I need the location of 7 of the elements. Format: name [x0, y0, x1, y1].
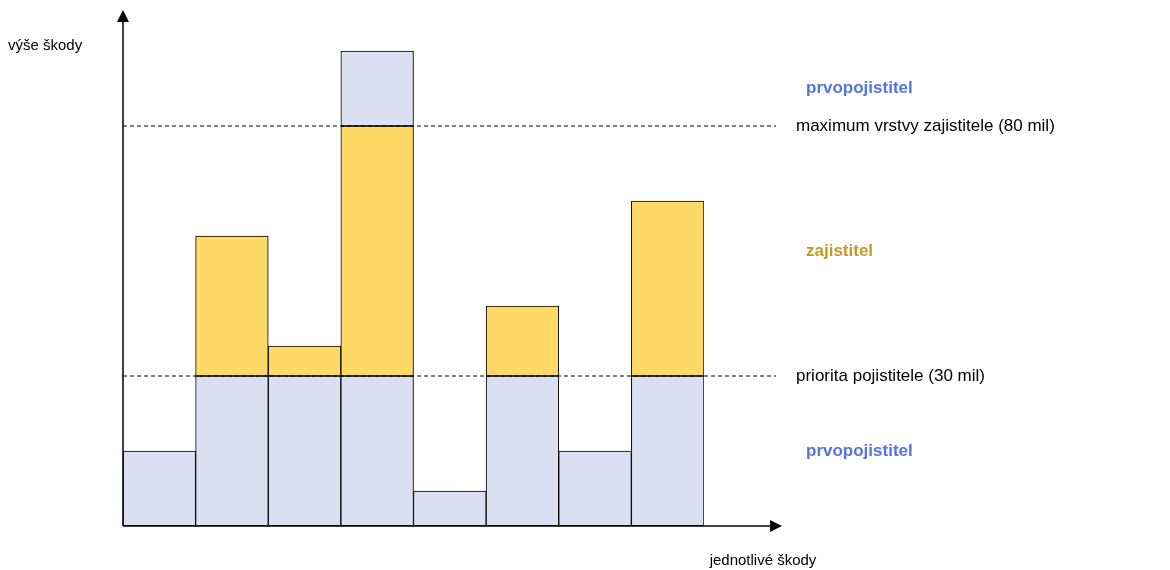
text: prvopojistitel — [806, 78, 913, 98]
x-axis-title: jednotlivé škody — [708, 551, 817, 569]
ref-line-label: priorita pojistitele (30 mil) — [796, 365, 985, 385]
ref-line-label: maximum vrstvy zajistitele (80 mil) — [796, 115, 1055, 135]
text: zajistitel — [806, 240, 874, 260]
y-axis-title: výše škody — [8, 36, 83, 54]
text: prvopojistitel — [806, 440, 913, 460]
